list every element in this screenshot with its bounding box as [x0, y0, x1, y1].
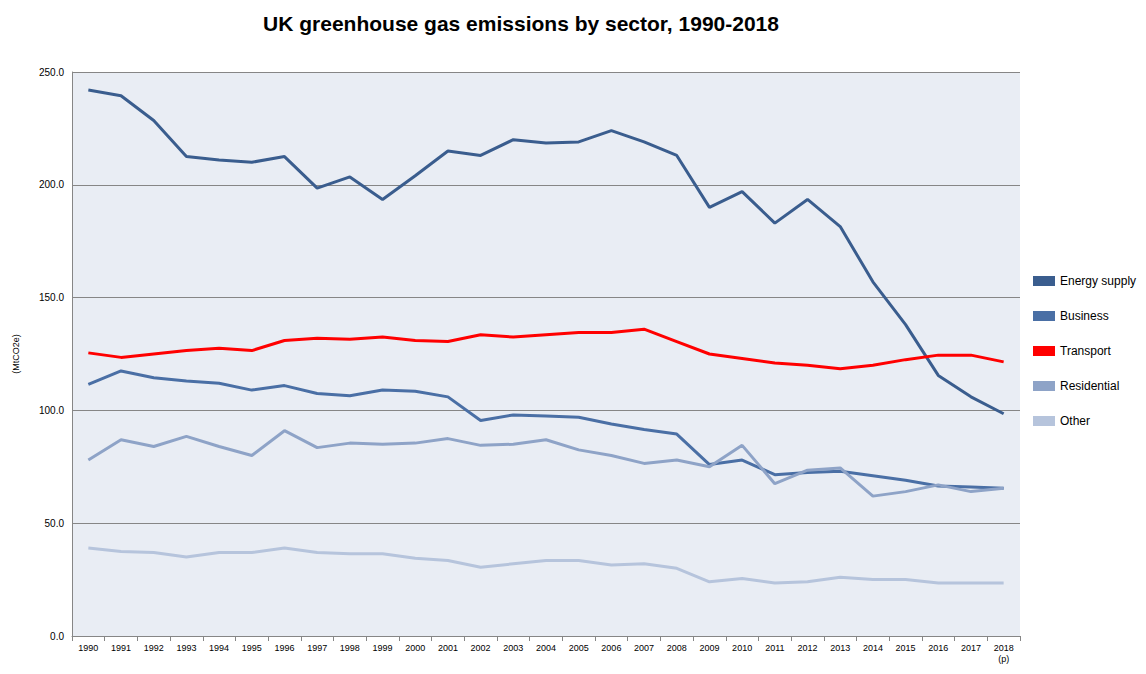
svg-text:200.0: 200.0 — [39, 179, 64, 190]
svg-text:2008: 2008 — [667, 643, 687, 653]
svg-text:(p): (p) — [998, 654, 1009, 664]
svg-text:0.0: 0.0 — [50, 631, 64, 642]
svg-text:2013: 2013 — [830, 643, 850, 653]
svg-text:2004: 2004 — [536, 643, 556, 653]
svg-text:250.0: 250.0 — [39, 67, 64, 78]
svg-text:100.0: 100.0 — [39, 405, 64, 416]
svg-text:2003: 2003 — [503, 643, 523, 653]
svg-text:2002: 2002 — [471, 643, 491, 653]
svg-text:Residential: Residential — [1060, 379, 1119, 393]
svg-text:2018: 2018 — [994, 643, 1014, 653]
svg-text:2016: 2016 — [928, 643, 948, 653]
svg-text:2012: 2012 — [798, 643, 818, 653]
svg-text:2007: 2007 — [634, 643, 654, 653]
svg-text:2015: 2015 — [896, 643, 916, 653]
svg-text:2006: 2006 — [601, 643, 621, 653]
svg-text:1992: 1992 — [144, 643, 164, 653]
svg-text:1998: 1998 — [340, 643, 360, 653]
svg-text:1990: 1990 — [78, 643, 98, 653]
svg-text:(MtCO2e): (MtCO2e) — [11, 334, 21, 374]
svg-text:Other: Other — [1060, 414, 1090, 428]
svg-text:Transport: Transport — [1060, 344, 1112, 358]
svg-text:2005: 2005 — [569, 643, 589, 653]
svg-text:2017: 2017 — [961, 643, 981, 653]
svg-text:2014: 2014 — [863, 643, 883, 653]
svg-text:1994: 1994 — [209, 643, 229, 653]
svg-text:50.0: 50.0 — [45, 518, 65, 529]
svg-text:Energy supply: Energy supply — [1060, 274, 1136, 288]
svg-text:2010: 2010 — [732, 643, 752, 653]
svg-text:2001: 2001 — [438, 643, 458, 653]
svg-text:2000: 2000 — [405, 643, 425, 653]
svg-text:1997: 1997 — [307, 643, 327, 653]
svg-text:UK greenhouse gas emissions by: UK greenhouse gas emissions by sector, 1… — [263, 12, 779, 35]
svg-text:2011: 2011 — [765, 643, 784, 653]
svg-text:1991: 1991 — [111, 643, 131, 653]
svg-text:Business: Business — [1060, 309, 1109, 323]
svg-text:1993: 1993 — [176, 643, 196, 653]
svg-text:1999: 1999 — [373, 643, 393, 653]
svg-text:150.0: 150.0 — [39, 292, 64, 303]
svg-text:2009: 2009 — [699, 643, 719, 653]
svg-text:1996: 1996 — [274, 643, 294, 653]
svg-text:1995: 1995 — [242, 643, 262, 653]
